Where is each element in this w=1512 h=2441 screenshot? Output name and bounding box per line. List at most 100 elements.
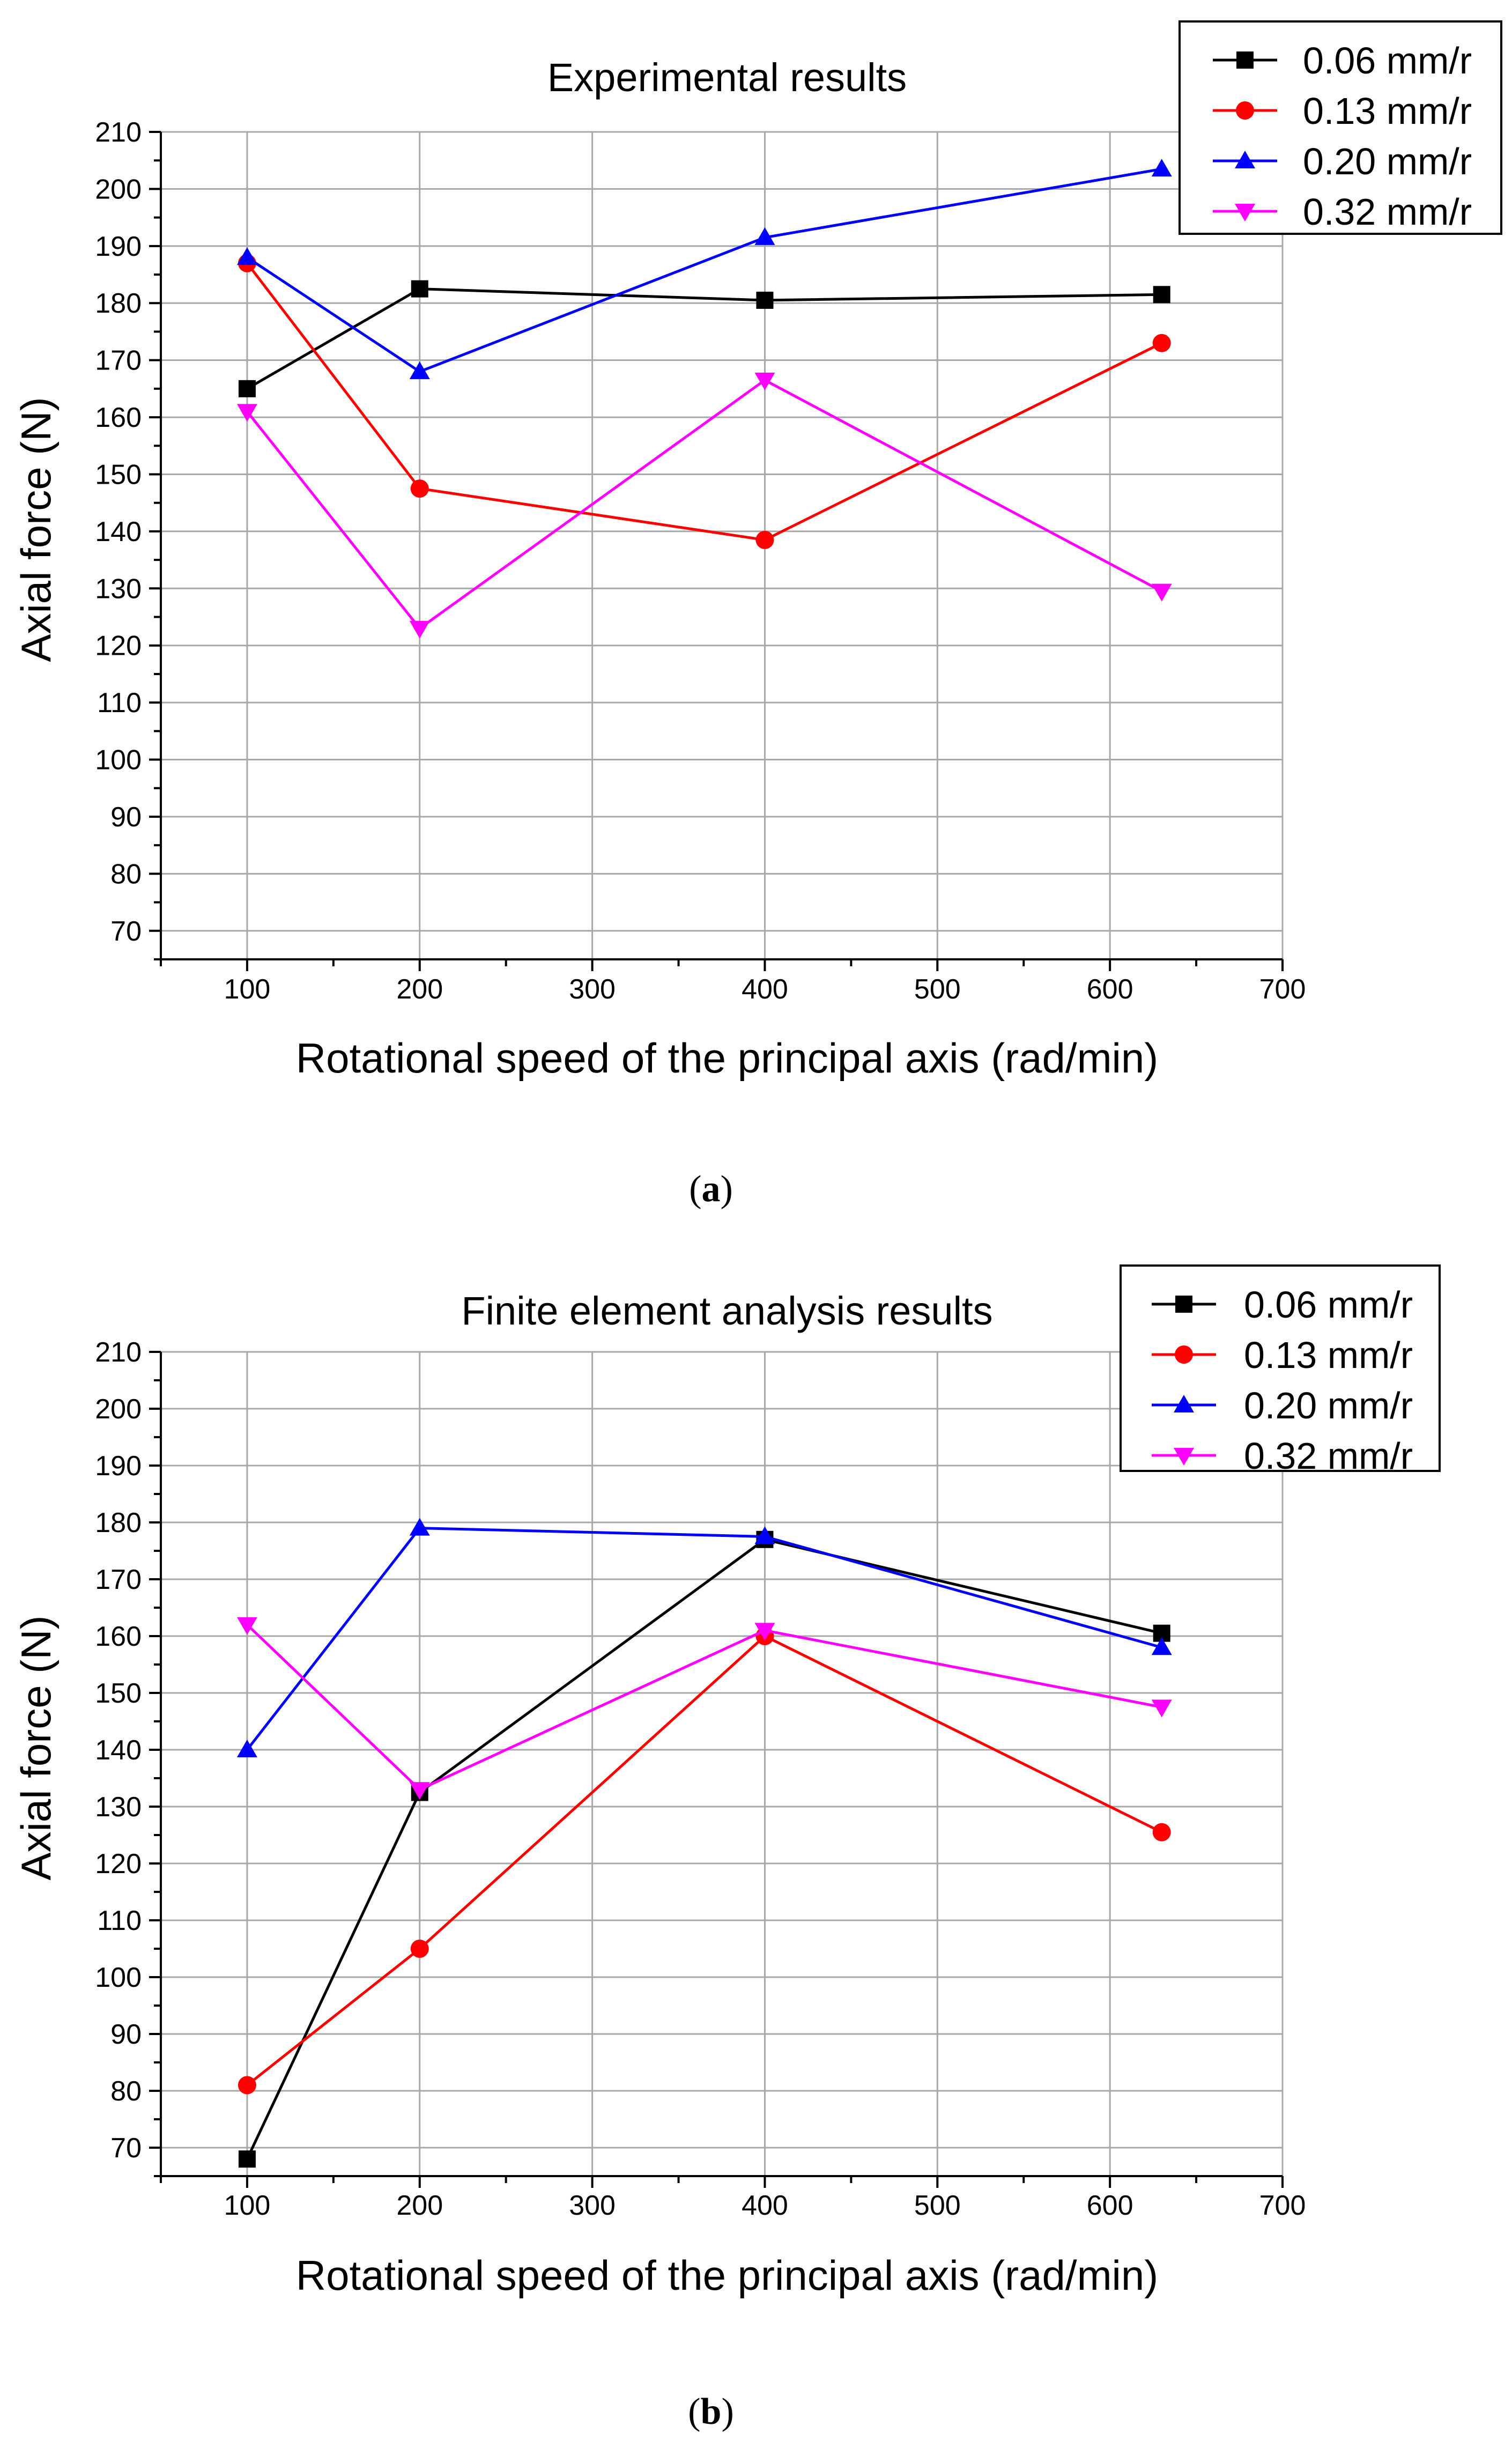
legend-label: 0.20 mm/r xyxy=(1244,1385,1413,1426)
data-point xyxy=(754,227,775,245)
data-point xyxy=(1151,583,1172,602)
series-line xyxy=(246,1527,1162,1751)
data-point xyxy=(410,1940,429,1958)
data-point xyxy=(754,1623,775,1641)
y-tick-label: 210 xyxy=(95,1337,142,1368)
data-point xyxy=(238,380,256,397)
data-point xyxy=(236,247,257,265)
series-1 xyxy=(238,1530,1170,2168)
y-tick-label: 180 xyxy=(95,288,142,319)
legend-marker xyxy=(1236,51,1254,69)
y-axis-title: Axial force (N) xyxy=(12,397,60,662)
y-tick-label: 200 xyxy=(95,174,142,205)
chart-title: Experimental results xyxy=(547,55,907,100)
chart-title: Finite element analysis results xyxy=(461,1289,992,1333)
figure-caption: (a) xyxy=(689,1168,733,1210)
y-axis-title: Axial force (N) xyxy=(12,1615,60,1880)
y-tick-label: 180 xyxy=(95,1507,142,1538)
data-point xyxy=(1151,1637,1172,1655)
series-4 xyxy=(236,1617,1172,1800)
legend: 0.06 mm/r 0.13 mm/r 0.20 mm/r 0.32 mm/r xyxy=(1179,20,1502,235)
y-tick-label: 90 xyxy=(110,2019,142,2050)
x-tick-label: 500 xyxy=(914,2190,961,2221)
data-point xyxy=(409,1782,430,1800)
data-point xyxy=(1152,1823,1171,1841)
y-tick-label: 130 xyxy=(95,1792,142,1823)
legend-marker xyxy=(1235,151,1255,168)
data-point xyxy=(409,620,430,639)
data-point xyxy=(754,372,775,390)
chart-1: 100 200 300 400 500 600 700 70 80 90 100 110 120 130 1… xyxy=(12,20,1502,1210)
y-tick-label: 70 xyxy=(110,916,142,947)
series-line xyxy=(246,262,1162,542)
series-line xyxy=(246,1538,1162,2160)
series-line xyxy=(246,1634,1162,2087)
x-tick-label: 300 xyxy=(569,2190,616,2221)
data-point xyxy=(1152,334,1171,352)
legend-label: 0.32 mm/r xyxy=(1303,191,1472,233)
chart-2: 100 200 300 400 500 600 700 70 80 90 100 110 120 130 1… xyxy=(12,1264,1441,2432)
y-tick-label: 160 xyxy=(95,402,142,433)
legend-marker xyxy=(1174,1448,1194,1466)
data-point xyxy=(756,291,774,309)
series-line xyxy=(246,167,1162,373)
data-point xyxy=(236,1740,257,1757)
y-tick-label: 140 xyxy=(95,516,142,548)
legend-label: 0.06 mm/r xyxy=(1244,1284,1413,1326)
y-tick-label: 190 xyxy=(95,1451,142,1482)
data-point xyxy=(238,2076,256,2095)
legend-label: 0.20 mm/r xyxy=(1303,140,1472,182)
x-tick-label: 400 xyxy=(742,974,788,1005)
x-axis-title: Rotational speed of the principal axis (… xyxy=(296,1034,1158,1082)
legend: 0.06 mm/r 0.13 mm/r 0.20 mm/r 0.32 mm/r xyxy=(1120,1264,1441,1477)
series-2 xyxy=(238,1627,1171,2095)
y-tick-label: 150 xyxy=(95,459,142,490)
data-point xyxy=(236,404,257,422)
y-tick-label: 100 xyxy=(95,1962,142,1993)
y-tick-label: 150 xyxy=(95,1678,142,1709)
data-point xyxy=(1151,159,1172,177)
y-tick-label: 110 xyxy=(97,687,142,719)
series-line xyxy=(246,1623,1162,1792)
data-point xyxy=(1153,286,1170,304)
legend-label: 0.32 mm/r xyxy=(1244,1435,1413,1477)
y-tick-label: 90 xyxy=(110,802,142,833)
data-point xyxy=(1151,1699,1172,1718)
figure-caption: (b) xyxy=(688,2391,734,2432)
x-tick-label: 700 xyxy=(1259,974,1306,1005)
data-point xyxy=(411,280,428,298)
legend-marker xyxy=(1235,204,1255,221)
series-1 xyxy=(238,280,1170,397)
x-tick-label: 200 xyxy=(396,2190,443,2221)
data-point xyxy=(410,479,429,498)
y-tick-label: 170 xyxy=(95,1564,142,1595)
series-3 xyxy=(236,159,1172,379)
series-4 xyxy=(236,372,1172,639)
x-tick-label: 100 xyxy=(224,974,271,1005)
data-point xyxy=(409,1518,430,1536)
series-line xyxy=(246,287,1162,390)
x-tick-label: 400 xyxy=(742,2190,788,2221)
series-3 xyxy=(236,1518,1172,1757)
legend-label: 0.06 mm/r xyxy=(1303,40,1472,82)
y-tick-label: 210 xyxy=(95,117,142,148)
y-tick-label: 70 xyxy=(110,2133,142,2164)
data-point xyxy=(755,530,774,549)
x-tick-label: 500 xyxy=(914,974,961,1005)
x-tick-label: 700 xyxy=(1259,2190,1306,2221)
y-tick-label: 80 xyxy=(110,2076,142,2107)
x-tick-label: 600 xyxy=(1087,2190,1133,2221)
legend-box xyxy=(1179,20,1502,235)
y-tick-label: 110 xyxy=(97,1905,142,1936)
y-tick-label: 120 xyxy=(95,1848,142,1880)
y-tick-label: 120 xyxy=(95,631,142,662)
series-line xyxy=(246,378,1162,631)
y-tick-label: 170 xyxy=(95,345,142,376)
legend-marker xyxy=(1175,1345,1193,1364)
legend-label: 0.13 mm/r xyxy=(1244,1334,1413,1376)
data-point xyxy=(238,2150,256,2168)
legend-marker xyxy=(1175,1296,1192,1313)
data-point xyxy=(754,1526,775,1544)
data-point xyxy=(409,361,430,379)
